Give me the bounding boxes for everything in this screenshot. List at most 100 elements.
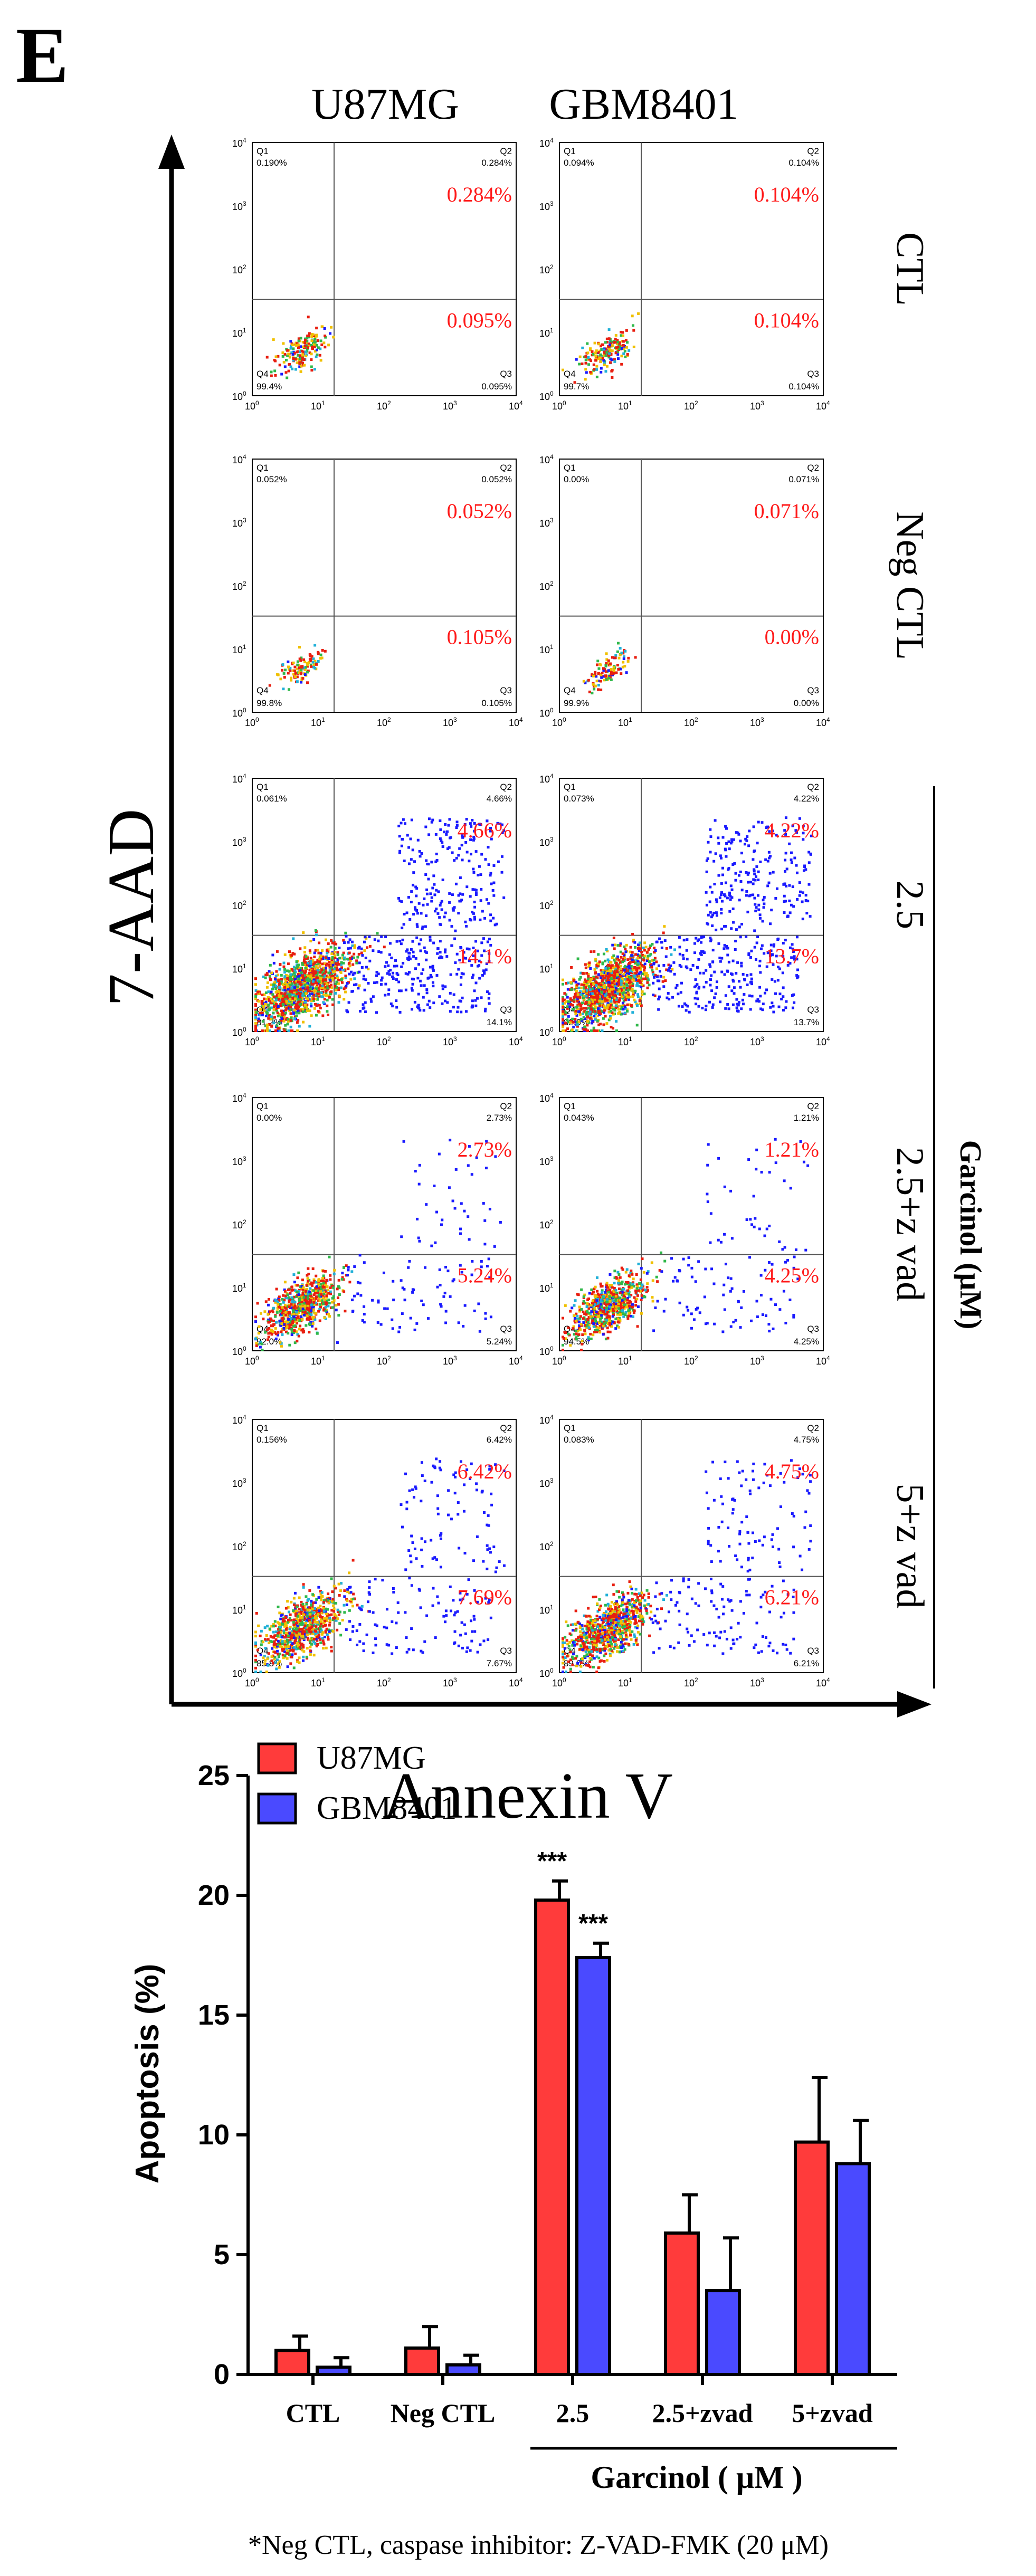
q3-highlight-value: 13.7% <box>765 944 819 968</box>
x-decade-label: 103 <box>750 1035 764 1047</box>
y-decade-label: 101 <box>539 327 554 339</box>
x-decade-label: 104 <box>509 716 523 728</box>
y-decade-label: 102 <box>539 1540 554 1552</box>
quadrant-q1-name: Q1 <box>256 463 269 473</box>
quadrant-q4-name: Q4 <box>564 369 576 379</box>
x-decade-label: 100 <box>245 1354 259 1367</box>
row-label-neg-ctl: Neg CTL <box>888 511 932 660</box>
x-axis-arrowhead <box>897 1691 932 1718</box>
quadrant-q1-name: Q1 <box>256 1423 269 1433</box>
x-decade-label: 102 <box>377 716 391 728</box>
scatter-events <box>254 817 506 1032</box>
bar-y-tick-label: 0 <box>214 2359 230 2390</box>
quadrant-q3-value: 5.24% <box>487 1337 512 1347</box>
bar-y-tick-label: 20 <box>198 1879 230 1911</box>
q2-highlight-value: 4.66% <box>458 818 512 842</box>
y-decade-label: 101 <box>539 1604 554 1616</box>
quadrant-q3-name: Q3 <box>807 1005 819 1015</box>
quadrant-q3-value: 14.1% <box>487 1017 512 1027</box>
scatter-events <box>562 816 813 1032</box>
y-axis-label-7aad: 7-AAD <box>95 809 168 1007</box>
row-label-5-z-vad: 5+z vad <box>888 1484 932 1609</box>
quadrant-q3-name: Q3 <box>500 1646 512 1656</box>
quadrant-q2-name: Q2 <box>807 1101 819 1111</box>
apoptosis-bar-chart: 0 5 10 15 20 25 Apoptosis (%) CTL Neg CTL 2.5 2.5+… <box>129 1740 897 2495</box>
y-decade-label: 104 <box>232 453 246 465</box>
quadrant-q3-value: 0.104% <box>788 381 819 392</box>
y-decade-label: 101 <box>539 1282 554 1294</box>
x-decade-label: 101 <box>311 716 325 728</box>
x-decade-label: 102 <box>377 1035 391 1047</box>
scatter-events <box>254 1139 502 1351</box>
column-title-u87mg: U87MG <box>311 80 459 129</box>
flow-cytometry-grid: U87MG GBM8401 7-AAD Annexin V CTL Neg CTL 2.5 2… <box>95 80 988 1833</box>
quadrant-q2-value: 6.42% <box>487 1435 512 1445</box>
row-label-2-5-z-vad: 2.5+z vad <box>888 1147 932 1301</box>
x-decade-label: 103 <box>750 716 764 728</box>
q3-highlight-value: 0.105% <box>447 625 512 648</box>
y-decade-label: 101 <box>539 643 554 655</box>
y-decade-label: 101 <box>232 327 246 339</box>
legend-swatch-u87mg <box>257 1742 297 1774</box>
quadrant-q1-value: 0.00% <box>256 1113 282 1123</box>
bar-u87mg-2-5-zvad <box>664 2231 700 2377</box>
x-decade-label: 104 <box>509 1035 523 1047</box>
quadrant-q2-name: Q2 <box>500 146 512 156</box>
quadrant-q3-name: Q3 <box>807 369 819 379</box>
y-decade-label: 101 <box>232 643 246 655</box>
q2-highlight-value: 0.284% <box>447 183 512 206</box>
flow-plot-frame <box>252 459 517 713</box>
bar-category-label: Neg CTL <box>391 2398 496 2428</box>
y-decade-label: 102 <box>539 899 554 911</box>
quadrant-q1-value: 0.156% <box>256 1435 287 1445</box>
x-decade-label: 103 <box>443 716 457 728</box>
quadrant-q4-name: Q4 <box>256 685 269 695</box>
x-decade-label: 100 <box>552 1035 566 1047</box>
y-decade-label: 104 <box>539 1092 554 1104</box>
quadrant-q3-name: Q3 <box>500 369 512 379</box>
quadrant-q4-name: Q4 <box>256 369 269 379</box>
scatter-events <box>582 642 637 694</box>
q3-highlight-value: 7.69% <box>458 1585 512 1609</box>
scatter-events <box>562 1138 810 1351</box>
y-decade-label: 102 <box>232 1218 246 1230</box>
row-label-ctl: CTL <box>888 232 932 306</box>
quadrant-q3-name: Q3 <box>807 1646 819 1656</box>
bar-category-label: 5+zvad <box>792 2398 873 2428</box>
quadrant-q4-name: Q4 <box>564 685 576 695</box>
row-label-2-5: 2.5 <box>888 881 932 930</box>
y-decade-label: 104 <box>232 137 246 149</box>
quadrant-q2-value: 0.104% <box>788 158 819 168</box>
scatter-events <box>254 1457 506 1673</box>
y-decade-label: 103 <box>232 517 246 529</box>
y-decade-label: 103 <box>539 517 554 529</box>
y-decade-label: 104 <box>539 772 554 785</box>
y-decade-label: 103 <box>539 836 554 848</box>
x-decade-label: 102 <box>684 1676 698 1688</box>
quadrant-q2-value: 0.071% <box>788 474 819 484</box>
y-decade-label: 101 <box>232 1282 246 1294</box>
x-decade-label: 101 <box>311 1354 325 1367</box>
quadrant-q1-name: Q1 <box>256 1101 269 1111</box>
x-decade-label: 101 <box>311 1035 325 1047</box>
quadrant-q3-name: Q3 <box>500 1005 512 1015</box>
quadrant-q3-value: 13.7% <box>794 1017 819 1027</box>
x-decade-label: 101 <box>618 1676 632 1688</box>
y-decade-label: 102 <box>232 263 246 275</box>
x-decade-label: 102 <box>377 1676 391 1688</box>
y-decade-label: 104 <box>232 772 246 785</box>
y-decade-label: 102 <box>539 1218 554 1230</box>
garcinol-group-label: Garcinol (μM) <box>954 1140 988 1330</box>
q3-highlight-value: 0.00% <box>765 625 819 648</box>
quadrant-q2-value: 4.75% <box>794 1435 819 1445</box>
panel-label: E <box>16 12 69 99</box>
bar-gbm8401-5-zvad <box>835 2162 871 2376</box>
q3-highlight-value: 14.1% <box>458 944 512 968</box>
y-decade-label: 103 <box>232 836 246 848</box>
column-title-gbm8401: GBM8401 <box>549 80 738 129</box>
bar-gbm8401-2-5 <box>575 1956 611 2377</box>
